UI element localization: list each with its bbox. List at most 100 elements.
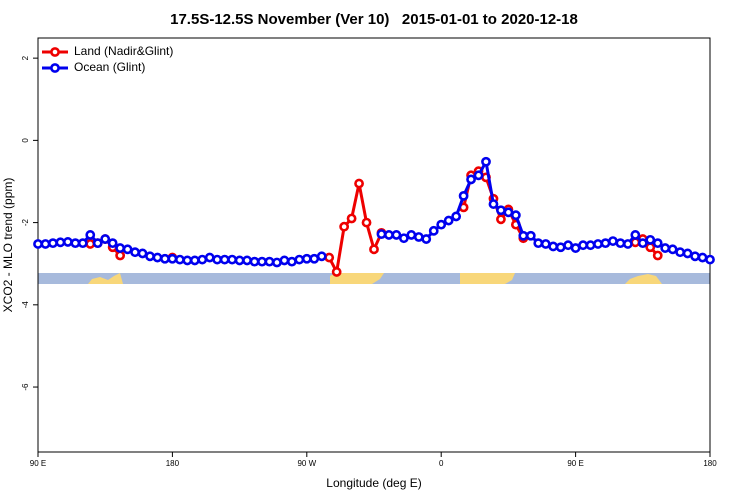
data-point [301,253,312,264]
data-point [391,230,402,240]
data-point [570,243,581,253]
data-point [309,253,320,264]
data-point [204,252,215,263]
data-point [294,254,305,265]
y-axis-label: XCO2 - MLO trend (ppm) [1,178,15,313]
data-point [496,205,506,216]
data-point [406,230,417,240]
data-point [115,243,126,253]
y-tick-label: -4 [21,301,30,309]
data-point [77,238,88,249]
data-point [33,239,43,249]
data-point [55,237,66,248]
y-tick-label: 0 [21,138,30,143]
data-point [451,211,462,222]
data-point [62,237,73,247]
data-point [152,252,163,263]
data-point [331,267,342,277]
data-point [652,238,663,249]
data-point [272,257,282,268]
data-point [160,253,170,264]
data-point [705,254,715,265]
x-tick-label: 90 E [567,459,583,468]
data-point [488,199,499,209]
data-point [197,254,208,265]
data-point [555,242,566,253]
data-point [578,240,588,251]
x-tick-label: 90 E [30,459,46,468]
x-tick-label: 180 [703,459,717,468]
data-point [85,239,96,249]
x-tick-label: 90 W [297,459,316,468]
data-point [346,213,357,224]
data-point [443,215,454,226]
data-point [70,238,81,249]
data-point [40,239,51,249]
y-tick-label: -6 [21,383,30,391]
data-point [675,247,686,258]
data-point [257,256,267,267]
data-point [533,238,544,249]
data-point [652,250,663,261]
data-point [182,255,193,266]
data-point [174,254,185,265]
data-point [503,207,514,218]
data-point [690,251,700,262]
data-point [354,178,364,189]
data-point [212,254,223,265]
x-axis-label: Longitude (deg E) [326,476,421,490]
data-point [234,255,245,266]
data-point [436,219,447,230]
legend-label: Ocean (Glint) [74,60,145,74]
data-point [107,238,118,249]
data-point [384,230,394,240]
data-point [85,230,96,240]
data-point [458,190,469,201]
data-point [660,243,671,253]
data-point [376,229,387,240]
data-point [593,239,603,249]
data-point [279,255,290,266]
data-point [548,241,559,252]
data-point [428,225,439,236]
legend-label: Land (Nadir&Glint) [74,44,173,58]
data-point [100,234,111,244]
data-point [137,248,148,259]
data-point [339,221,350,232]
y-tick-label: 2 [21,55,30,60]
data-point [518,230,529,241]
data-point [466,174,476,185]
data-point [667,244,678,255]
x-tick-label: 180 [166,459,180,468]
data-point [324,252,335,263]
data-point [421,234,432,244]
data-point [563,240,574,251]
land-patch [625,274,662,284]
data-point [510,210,521,221]
data-point [361,217,372,228]
legend-marker [50,47,60,57]
data-point [227,254,238,265]
y-tick-label: -2 [21,218,30,226]
chart-title: 17.5S-12.5S November (Ver 10) 2015-01-01… [170,11,578,28]
data-point [622,239,633,249]
data-point [645,234,656,245]
data-point [481,156,491,167]
data-point [145,251,155,262]
data-point [413,232,424,242]
data-point [682,248,693,259]
data-point [167,253,178,264]
data-point [608,236,618,246]
data-point [189,255,200,266]
legend-marker [50,63,60,73]
data-point [48,238,58,249]
land-patch [330,273,384,284]
data-point [637,238,648,249]
data-point [525,230,536,241]
data-point [92,238,103,249]
data-point [585,240,596,251]
data-point [398,233,409,244]
data-point [264,256,275,267]
data-point [286,256,297,267]
